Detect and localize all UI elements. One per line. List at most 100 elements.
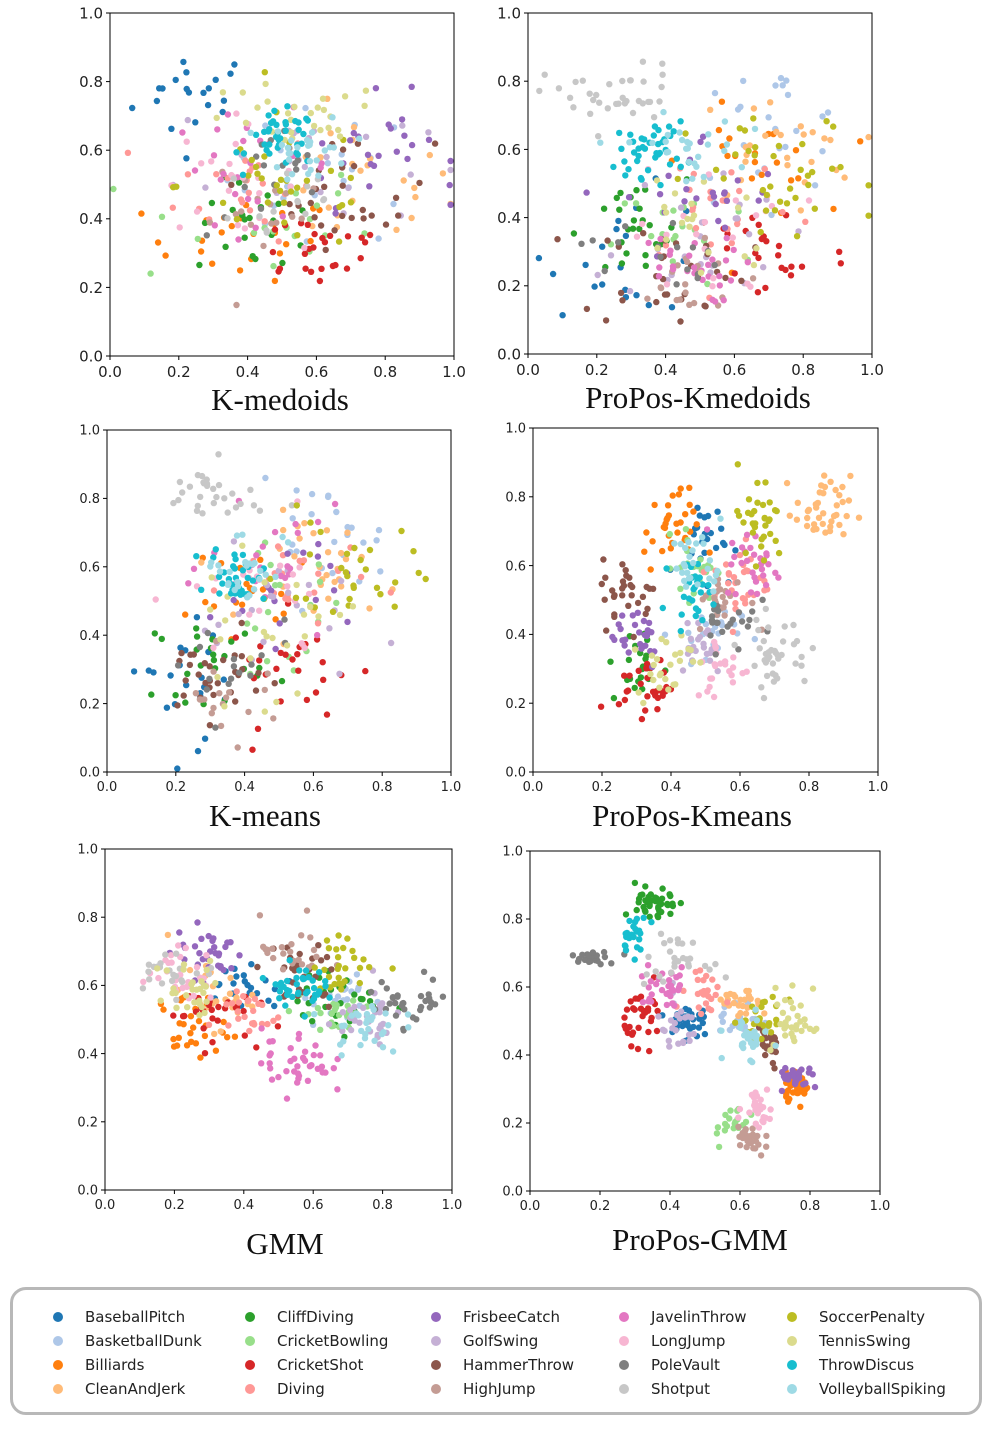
data-point <box>637 174 645 182</box>
data-point <box>696 625 704 633</box>
data-point <box>228 638 235 645</box>
data-point <box>639 220 646 228</box>
data-point <box>583 305 591 313</box>
data-point <box>337 171 345 179</box>
data-point <box>224 111 232 118</box>
data-point <box>678 964 685 971</box>
data-point <box>673 565 680 572</box>
data-point <box>797 1018 804 1025</box>
data-point <box>647 891 654 898</box>
data-point <box>210 656 218 664</box>
data-point <box>618 145 625 152</box>
data-point <box>200 1025 207 1032</box>
data-point <box>439 170 447 177</box>
data-point <box>195 671 202 678</box>
data-point <box>761 1010 768 1017</box>
data-point <box>782 143 789 151</box>
data-point <box>400 177 407 184</box>
data-point <box>373 537 380 544</box>
data-point <box>622 172 629 179</box>
data-point <box>622 911 630 918</box>
data-point <box>193 633 201 640</box>
data-point <box>654 706 661 713</box>
data-point <box>317 222 325 229</box>
data-point <box>593 91 600 99</box>
data-point <box>746 616 753 624</box>
data-point <box>811 1083 819 1091</box>
legend-item: Diving <box>245 1379 325 1399</box>
data-point <box>629 109 637 117</box>
data-point <box>355 1012 362 1019</box>
data-point <box>256 664 263 672</box>
data-point <box>366 231 374 239</box>
data-point <box>765 114 772 121</box>
data-point <box>325 945 333 952</box>
data-point <box>791 1037 798 1045</box>
data-point <box>218 229 225 236</box>
data-point <box>644 1007 652 1014</box>
data-point <box>192 1040 200 1047</box>
data-point <box>802 1022 809 1029</box>
data-point <box>145 961 153 968</box>
data-point <box>183 983 190 990</box>
data-point <box>582 261 589 269</box>
data-point <box>745 496 753 503</box>
data-point <box>775 242 783 250</box>
data-point <box>210 691 217 699</box>
data-point <box>785 1015 792 1022</box>
data-point <box>645 984 652 991</box>
data-point <box>228 181 235 188</box>
data-point <box>296 535 303 542</box>
data-point <box>317 1052 324 1059</box>
data-point <box>701 234 709 242</box>
data-point <box>259 1001 266 1008</box>
data-point <box>324 160 331 167</box>
data-point <box>190 565 198 572</box>
data-point <box>284 176 291 183</box>
data-point <box>302 595 310 602</box>
data-point <box>160 1006 167 1013</box>
data-point <box>190 992 197 1000</box>
data-point <box>763 1086 771 1093</box>
data-point <box>348 524 355 531</box>
data-point <box>758 543 765 550</box>
data-point <box>722 274 729 282</box>
data-point <box>298 640 305 647</box>
data-point <box>682 281 689 288</box>
data-point <box>664 502 672 509</box>
y-tick-label: 0.2 <box>502 1117 523 1132</box>
data-point <box>210 668 217 675</box>
data-point <box>708 675 716 682</box>
data-point <box>701 962 709 970</box>
data-point <box>174 765 181 772</box>
data-point <box>673 1011 681 1019</box>
data-point <box>215 562 222 569</box>
data-point <box>749 599 756 607</box>
data-point <box>792 194 799 202</box>
data-point <box>737 1024 744 1032</box>
data-point <box>179 489 186 496</box>
data-point <box>263 658 271 665</box>
data-point <box>712 960 719 968</box>
data-point <box>235 999 243 1006</box>
data-point <box>688 1014 695 1021</box>
data-point <box>681 198 688 205</box>
legend-item: CleanAndJerk <box>53 1379 185 1399</box>
data-point <box>745 147 752 155</box>
data-point <box>667 661 674 668</box>
data-point <box>188 981 195 988</box>
x-tick-label: 0.6 <box>303 1198 324 1213</box>
data-point <box>715 126 723 134</box>
data-point <box>377 1022 385 1029</box>
data-point <box>780 1021 787 1028</box>
data-point <box>734 106 742 113</box>
data-point <box>765 624 772 631</box>
data-point <box>723 197 731 204</box>
data-point <box>216 590 223 597</box>
data-point <box>697 1010 705 1018</box>
data-point <box>751 125 759 133</box>
data-point <box>272 582 279 589</box>
data-point <box>813 1025 820 1033</box>
data-point <box>294 157 301 164</box>
data-point <box>663 281 671 288</box>
